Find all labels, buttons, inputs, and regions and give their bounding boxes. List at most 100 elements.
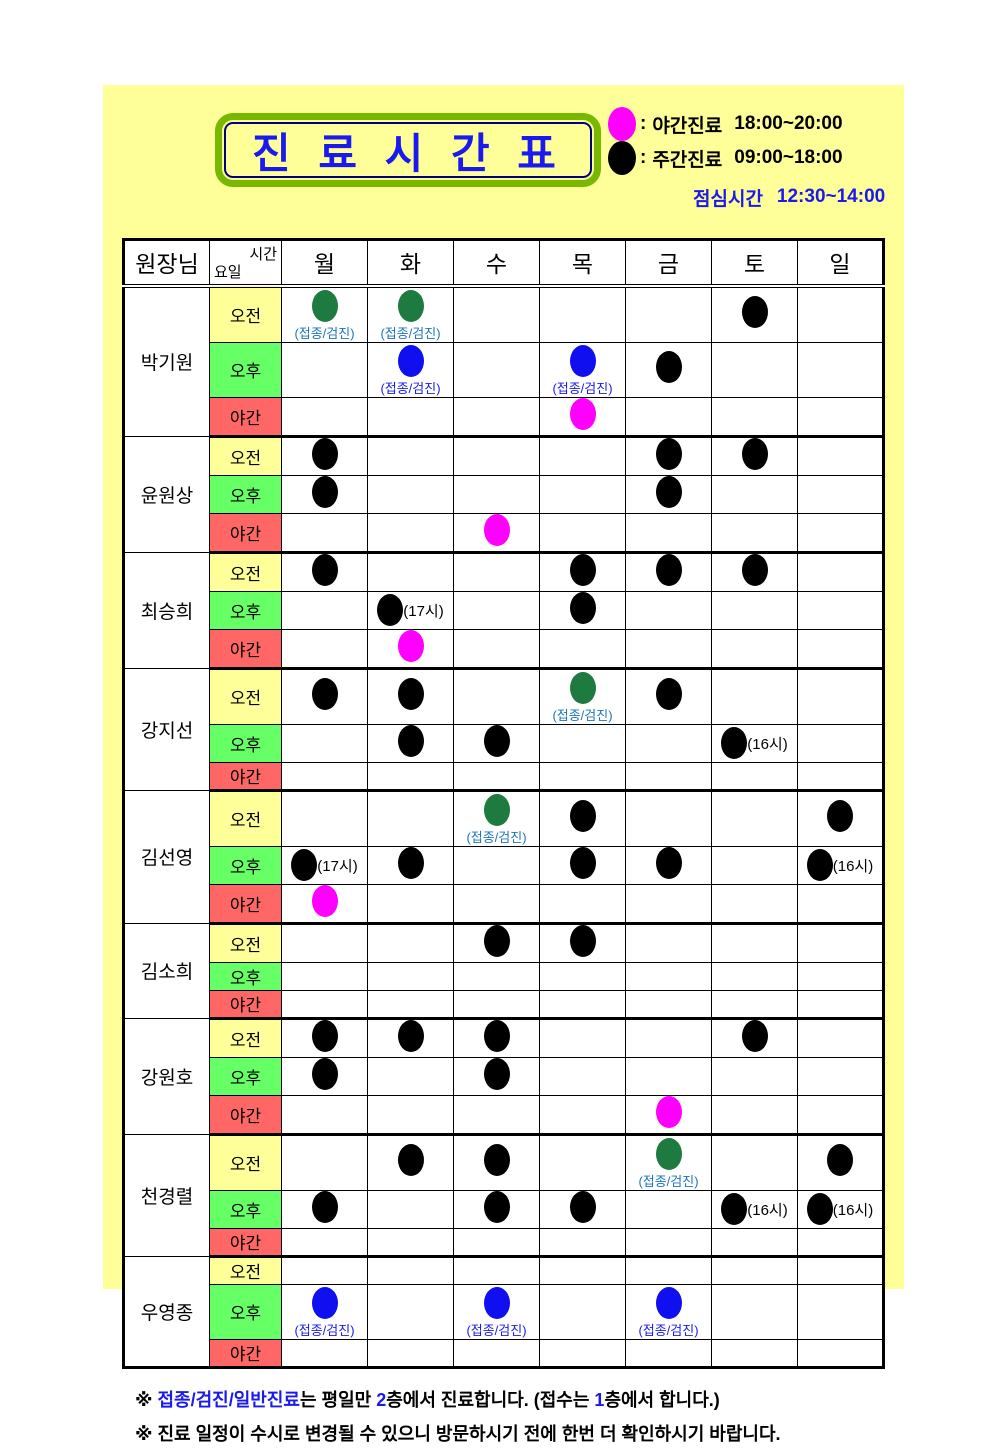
day-header-3: 수 [453,239,540,288]
black-marker-icon [311,1019,338,1052]
day-header-2: 화 [367,239,454,288]
schedule-cell [367,1227,454,1258]
marker-with-time: (16시) [798,849,882,881]
schedule-cell [453,1338,540,1369]
schedule-cell: (접종/검진) [367,341,454,398]
schedule-cell [797,789,884,847]
footer-note-segment: 1 [594,1389,605,1410]
black-marker-icon [721,1193,748,1225]
doctor-name: 우영종 [123,1255,210,1368]
schedule-cell [797,1017,884,1058]
schedule-cell [453,396,540,438]
black-marker-icon [569,846,596,879]
black-marker-icon [377,594,404,626]
marker-with-note: (접종/검진) [368,343,453,397]
schedule-cell [453,551,540,592]
schedule-cell [539,435,626,476]
schedule-cell [453,1056,540,1096]
schedule-cell [797,961,884,991]
table-body: 박기원 오전 (접종/검진) (접종/검진) 오후 (접종/검진) (접종/검진) 야간 윤원상… [123,285,884,1369]
marker-with-note: (접종/검진) [282,288,367,342]
schedule-cell [453,474,540,514]
day-header-4: 목 [539,239,626,288]
marker-with-note: (접종/검진) [454,792,539,846]
schedule-cell: (접종/검진) [625,1133,712,1191]
black-marker-icon [311,1190,338,1223]
green-marker-icon [483,793,510,826]
schedule-cell: (접종/검진) [281,1283,368,1340]
footer-note-segment: 층에서 합니다.) [604,1389,720,1410]
footer-notes: ※ 접종/검진/일반진료는 평일만 2층에서 진료합니다. (접수는 1층에서 … [122,1383,884,1451]
time-limit-note: (16시) [747,735,788,753]
day-header-6: 토 [711,239,798,288]
schedule-row: 박기원 오전 (접종/검진) (접종/검진) [123,285,884,437]
corner-time-label: 시간 [249,246,277,263]
schedule-cell [711,474,798,514]
schedule-cell [281,883,368,925]
schedule-cell [453,1255,540,1285]
doctor-name: 강지선 [123,667,210,791]
title-box: 진 료 시 간 표 [215,113,601,187]
schedule-cell [281,1189,368,1229]
schedule-cell [797,1255,884,1285]
schedule-cell [539,1189,626,1229]
schedule-cell [281,341,368,398]
schedule-cell [281,922,368,963]
schedule-cell [539,883,626,925]
magenta-marker-icon [397,629,424,662]
schedule-cell [281,551,368,592]
period-label-2: 야간 [209,989,282,1020]
schedule-cell [797,723,884,763]
schedule-row: 우영종 오전 [123,1255,884,1368]
time-limit-note: (16시) [747,1201,788,1219]
page: { "title": { "text": "진 료 시 간 표" }, "leg… [103,85,904,1444]
legend-day-time: 09:00~18:00 [734,147,843,168]
period-label-0: 오전 [209,1017,282,1058]
period-label-1: 오후 [209,845,282,885]
marker-with-time: (17시) [368,594,453,626]
period-label-0: 오전 [209,435,282,476]
black-marker-icon [569,800,596,832]
schedule-row: 강지선 오전 (접종/검진) [123,667,884,791]
period-label-0: 오전 [209,1133,282,1191]
green-marker-icon [311,289,338,322]
schedule-cell [711,285,798,343]
schedule-cell [539,285,626,343]
schedule-cell [625,1227,712,1258]
doctor-name: 김소희 [123,922,210,1019]
schedule-cell [453,512,540,554]
schedule-cell [453,922,540,963]
vaccine-checkup-note: (접종/검진) [552,380,613,396]
marker-with-note: (접종/검진) [454,1285,539,1339]
schedule-row: 오후 (16시) [124,723,884,763]
schedule-cell [367,845,454,885]
footer-note-segment: ※ 진료 일정이 수시로 변경될 수 있으니 방문하시기 전에 한번 더 확인하… [135,1423,781,1444]
schedule-cell [625,761,712,792]
night-marker-icon [608,107,636,141]
schedule-cell [711,845,798,885]
schedule-cell [711,1283,798,1340]
schedule-cell [367,396,454,438]
schedule-cell [797,1283,884,1340]
table-header: 원장님 시간 요일 월 화 수 목 금 토 일 [123,239,884,288]
schedule-cell [539,845,626,885]
schedule-cell [539,1056,626,1096]
schedule-cell [711,590,798,630]
schedule-cell [625,551,712,592]
schedule-cell [453,961,540,991]
schedule-row: 야간 [124,396,884,438]
vaccine-checkup-note: (접종/검진) [294,1322,355,1338]
black-marker-icon [483,1144,510,1176]
blue-marker-icon [311,1286,338,1319]
schedule-cell [281,435,368,476]
schedule-cell [711,551,798,592]
table-wrap: 원장님 시간 요일 월 화 수 목 금 토 일 박기원 오전 (접종/검진) (접종/검진) 오후 (접종/… [122,238,885,1451]
black-marker-icon [569,1190,596,1223]
schedule-cell [453,1094,540,1136]
black-marker-icon [569,924,596,957]
marker-with-note: (접종/검진) [282,1285,367,1339]
footer-note-segment: 층에서 진료합니다. (접수는 [386,1389,595,1410]
period-label-2: 야간 [209,396,282,438]
period-label-1: 오후 [209,590,282,630]
schedule-cell [453,667,540,725]
